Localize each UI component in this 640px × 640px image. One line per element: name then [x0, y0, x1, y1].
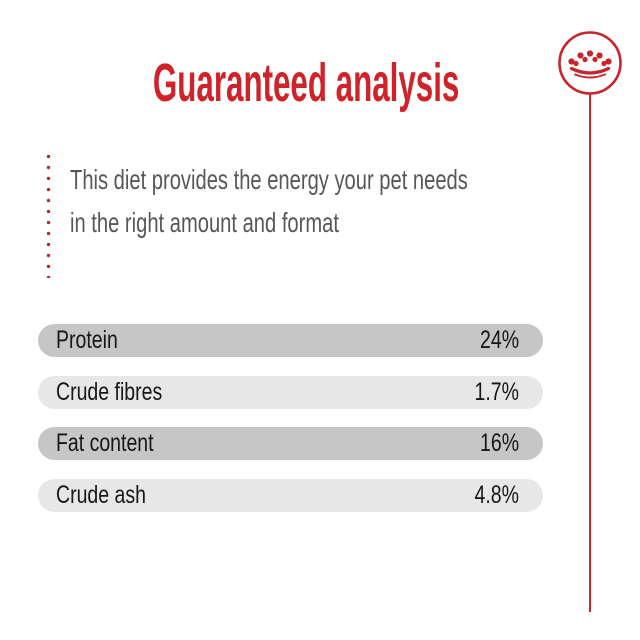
intro-line-2: in the right amount and format	[70, 207, 339, 238]
crown-icon-svg	[558, 31, 622, 95]
page-title-wrap: Guaranteed analysis	[0, 52, 612, 114]
table-row-fat-content: Fat content 16%	[38, 427, 543, 460]
row-value: 24%	[479, 326, 519, 354]
row-value: 4.8%	[474, 480, 519, 509]
row-value: 1.7%	[474, 377, 519, 406]
vertical-accent-line	[589, 94, 591, 612]
row-label: Crude ash	[56, 480, 146, 509]
analysis-table: Protein 24% Crude fibres 1.7% Fat conten…	[38, 324, 543, 512]
row-label: Crude fibres	[56, 377, 163, 406]
table-row-crude-ash: Crude ash 4.8%	[38, 478, 543, 512]
page-title: Guaranteed analysis	[152, 53, 460, 113]
table-row-protein: Protein 24%	[38, 324, 543, 357]
row-label: Fat content	[56, 429, 154, 457]
dotted-accent-line	[46, 151, 51, 278]
royal-canin-crown-icon	[557, 30, 623, 96]
row-label: Protein	[56, 326, 118, 354]
intro-line-1: This diet provides the energy your pet n…	[70, 164, 468, 195]
intro-text: This diet provides the energy your pet n…	[70, 158, 590, 244]
table-row-crude-fibres: Crude fibres 1.7%	[38, 375, 543, 409]
row-value: 16%	[479, 429, 519, 457]
